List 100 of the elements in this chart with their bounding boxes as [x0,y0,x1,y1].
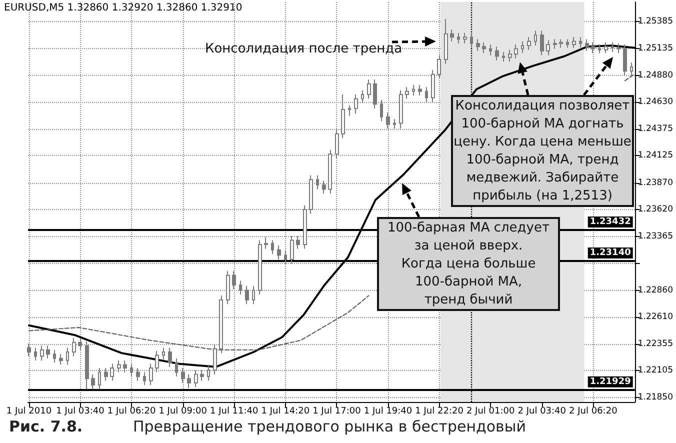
candlestick [373,79,377,109]
y-tick-label: 1.24375 [638,124,674,134]
candlestick [489,44,492,56]
annotation: Консолидация позволяет 100-барной МА догнать цену. Когда цена меньше 100-барной МА, тренд медвежий. Забирайте прибыль (на 1,2513) [454,98,632,204]
candlestick [630,62,633,76]
candlestick [296,236,300,250]
candlestick [457,32,460,44]
candlestick [566,38,569,48]
candlestick [123,360,127,373]
candlestick [85,340,89,390]
candlestick [546,40,550,56]
candlestick [482,42,486,54]
candlestick [284,250,287,264]
candlestick [149,363,153,386]
y-tick-label: 1.22610 [638,312,674,322]
candlestick [341,94,345,139]
candlestick [540,30,544,56]
candlestick [399,90,403,130]
ref-line-label: 1.21929 [590,376,631,387]
candlestick [239,280,242,296]
candlestick [476,38,480,52]
candlestick [348,104,351,116]
candlestick [437,54,441,80]
candlestick [623,44,627,76]
candlestick [425,86,428,102]
candlestick [290,236,294,264]
candlestick [66,347,69,366]
x-tick-label: 2 Jul 03:40 [518,406,566,416]
candlestick [207,365,210,382]
candlestick [495,46,499,62]
candlestick [553,38,557,50]
candlestick [514,44,518,59]
x-tick-label: 1 Jul 14:20 [261,406,310,416]
y-tick-label: 1.23620 [638,204,674,214]
ref-line-label: 1.23432 [590,216,631,227]
candlestick [463,32,467,44]
candlestick [617,42,621,54]
candlestick [226,270,230,305]
candlestick [264,236,268,250]
candlestick [611,42,614,52]
x-tick-label: 1 Jul 09:00 [158,406,208,416]
y-tick-label: 1.24880 [638,70,674,80]
candlestick [361,90,364,104]
candlestick [72,338,76,357]
candlestick [271,240,274,255]
candlestick [527,36,531,50]
x-tick-label: 1 Jul 2010 [6,406,52,416]
candlestick [598,44,601,54]
y-tick-label: 1.22355 [638,339,674,350]
x-tick-label: 2 Jul 06:20 [569,406,618,416]
candlestick [175,358,178,377]
candlestick [328,149,332,194]
candlestick [98,367,101,390]
y-tick-label: 1.21850 [638,392,674,403]
candlestick [502,52,505,62]
candlestick [46,345,50,359]
candlestick [386,112,390,130]
y-tick-label: 1.24630 [638,97,674,107]
candlestick [27,342,31,357]
candlestick [181,367,185,384]
candlestick [335,129,339,159]
candlestick [322,180,326,194]
candlestick [245,286,249,305]
candlestick [405,86,409,100]
candlestick [168,347,172,368]
candlestick [252,286,255,305]
text: Рис. 7.8. [9,418,83,436]
x-tick-label: 2 Jul 01:00 [466,406,515,416]
candlestick [104,367,108,382]
x-tick-label: 1 Jul 19:40 [364,406,412,416]
candlestick [354,94,358,114]
x-tick-label: 1 Jul 22:20 [415,406,464,416]
candlestick [91,374,95,390]
ref-line-label: 1.23140 [590,248,631,258]
candlestick [591,42,595,54]
candlestick [187,374,191,389]
candlestick [367,79,371,100]
annotation: EURUSD,M5 1.32860 1.32920 1.32860 1.32910 [4,2,242,14]
candlestick [316,174,319,190]
candlestick [78,338,82,350]
y-tick-label: 1.25135 [638,43,674,54]
candlestick [508,49,512,62]
candlestick [162,347,165,360]
candlestick [194,370,198,388]
x-tick-label: 1 Jul 03:40 [56,406,105,416]
y-tick-label: 1.23870 [638,178,674,188]
y-tick-label: 1.25385 [638,16,674,27]
candlestick [130,363,133,377]
y-tick-label: 1.24125 [638,150,674,161]
candlestick [444,18,448,64]
candlestick [59,354,63,366]
x-tick-label: 1 Jul 06:20 [107,406,156,416]
candlestick [277,245,281,260]
candlestick [393,118,396,130]
candlestick [309,174,313,214]
candlestick [431,70,435,102]
candlestick [380,99,383,122]
candlestick [303,204,307,250]
candlestick [579,36,582,48]
candlestick [412,84,415,96]
